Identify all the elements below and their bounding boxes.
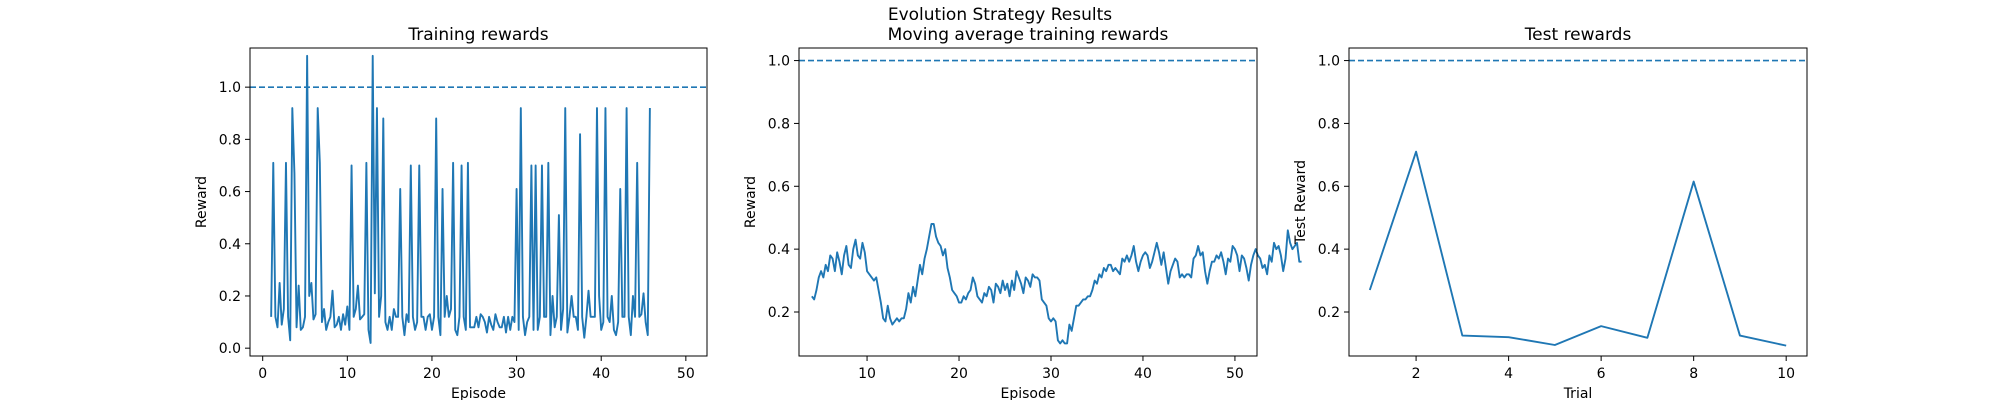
chart-panel-2: 10 20 30 40 50 0.2 0.4 0.6 0.8 1.0 Moving average … <box>743 25 1302 400</box>
series-line <box>811 223 1302 345</box>
y-tick-label: 0.8 <box>768 116 790 132</box>
chart-title: Test rewards <box>1524 25 1632 45</box>
y-tick-label: 0.2 <box>1318 305 1340 321</box>
x-tick-label: 30 <box>508 366 526 382</box>
axes-frame <box>1348 47 1808 357</box>
x-tick-label: 6 <box>1597 366 1606 382</box>
x-axis-label: Trial <box>1563 386 1593 400</box>
x-tick-label: 10 <box>338 366 356 382</box>
x-tick-label: 20 <box>950 366 968 382</box>
x-tick-label: 10 <box>858 366 876 382</box>
y-tick-label: 0.6 <box>1318 179 1340 195</box>
y-tick-label: 0.6 <box>768 179 790 195</box>
y-tick-label: 1.0 <box>219 80 241 96</box>
x-tick-label: 4 <box>1504 366 1513 382</box>
x-tick-label: 8 <box>1689 366 1698 382</box>
chart-panel-1: 0 10 20 30 40 50 0.0 0.2 0.4 0.6 0.8 1.0 Training re… <box>194 25 708 400</box>
y-tick-label: 1.0 <box>768 54 790 70</box>
axes-frame <box>249 47 708 357</box>
x-tick-label: 2 <box>1412 366 1421 382</box>
x-axis-label: Episode <box>451 386 506 400</box>
y-axis-label: Test Reward <box>1293 160 1309 245</box>
series-line <box>1368 150 1787 347</box>
y-tick-label: 0.2 <box>768 305 790 321</box>
y-tick-label: 0.2 <box>219 289 241 305</box>
x-tick-label: 40 <box>592 366 610 382</box>
chart-panel-3: 2 4 6 8 10 0.2 0.4 0.6 0.8 1.0 Test rewards Trial Te… <box>1293 25 1808 400</box>
y-tick-label: 0.4 <box>1318 242 1340 258</box>
x-tick-label: 30 <box>1042 366 1060 382</box>
y-tick-label: 0.4 <box>219 237 241 253</box>
x-tick-label: 50 <box>1226 366 1244 382</box>
chart-title: Training rewards <box>407 25 548 45</box>
figure-suptitle: Evolution Strategy Results <box>888 5 1112 25</box>
y-axis-label: Reward <box>743 176 759 228</box>
y-tick-label: 0.4 <box>768 242 790 258</box>
x-tick-label: 20 <box>423 366 441 382</box>
y-tick-label: 0.6 <box>219 185 241 201</box>
chart-title: Moving average training rewards <box>888 25 1169 45</box>
y-tick-label: 0.0 <box>219 341 241 357</box>
series-line <box>270 54 651 344</box>
panels: 0 10 20 30 40 50 0.0 0.2 0.4 0.6 0.8 1.0 Training re… <box>194 25 1808 400</box>
x-tick-label: 10 <box>1777 366 1795 382</box>
y-tick-label: 1.0 <box>1318 54 1340 70</box>
x-tick-label: 40 <box>1134 366 1152 382</box>
y-axis-label: Reward <box>194 176 210 228</box>
y-tick-label: 0.8 <box>1318 116 1340 132</box>
x-axis-label: Episode <box>1001 386 1056 400</box>
axes-frame <box>798 47 1258 357</box>
x-tick-label: 50 <box>677 366 695 382</box>
x-tick-label: 0 <box>258 366 267 382</box>
y-tick-label: 0.8 <box>219 132 241 148</box>
